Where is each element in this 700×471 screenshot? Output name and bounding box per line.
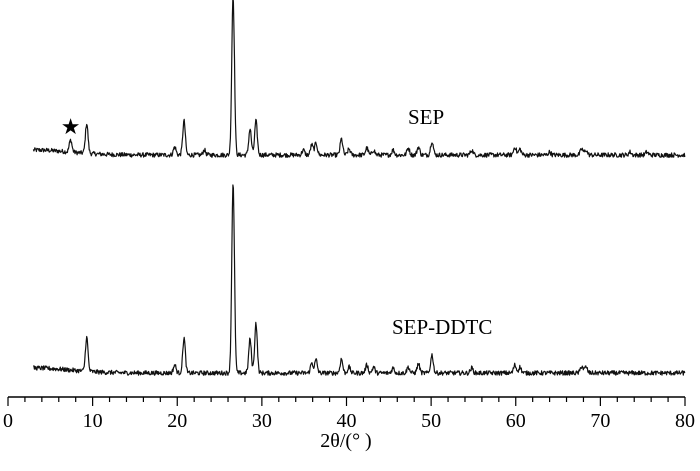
x-axis-title: 2θ/(° )	[320, 430, 371, 452]
x-tick-label: 80	[675, 410, 695, 432]
annotations: ★	[61, 115, 81, 140]
x-tick-label: 40	[337, 410, 357, 432]
x-tick-label: 70	[590, 410, 610, 432]
series-labels: SEP SEP-DDTC	[392, 105, 492, 339]
series-label-sep: SEP	[408, 105, 444, 129]
x-tick-label: 30	[252, 410, 272, 432]
series-line-sep-ddtc	[32, 184, 686, 376]
traces	[32, 0, 686, 376]
x-tick-label: 60	[506, 410, 526, 432]
x-tick-label: 10	[83, 410, 103, 432]
x-axis: 0 10 20 30 40 50 60 70 80	[3, 396, 695, 432]
x-ticks: 0 10 20 30 40 50 60 70 80	[3, 397, 695, 432]
x-tick-label: 20	[167, 410, 187, 432]
x-tick-label: 0	[3, 410, 13, 432]
x-tick-label: 50	[421, 410, 441, 432]
star-marker-icon: ★	[61, 115, 81, 140]
series-label-sep-ddtc: SEP-DDTC	[392, 315, 492, 339]
series-line-sep	[32, 0, 686, 158]
